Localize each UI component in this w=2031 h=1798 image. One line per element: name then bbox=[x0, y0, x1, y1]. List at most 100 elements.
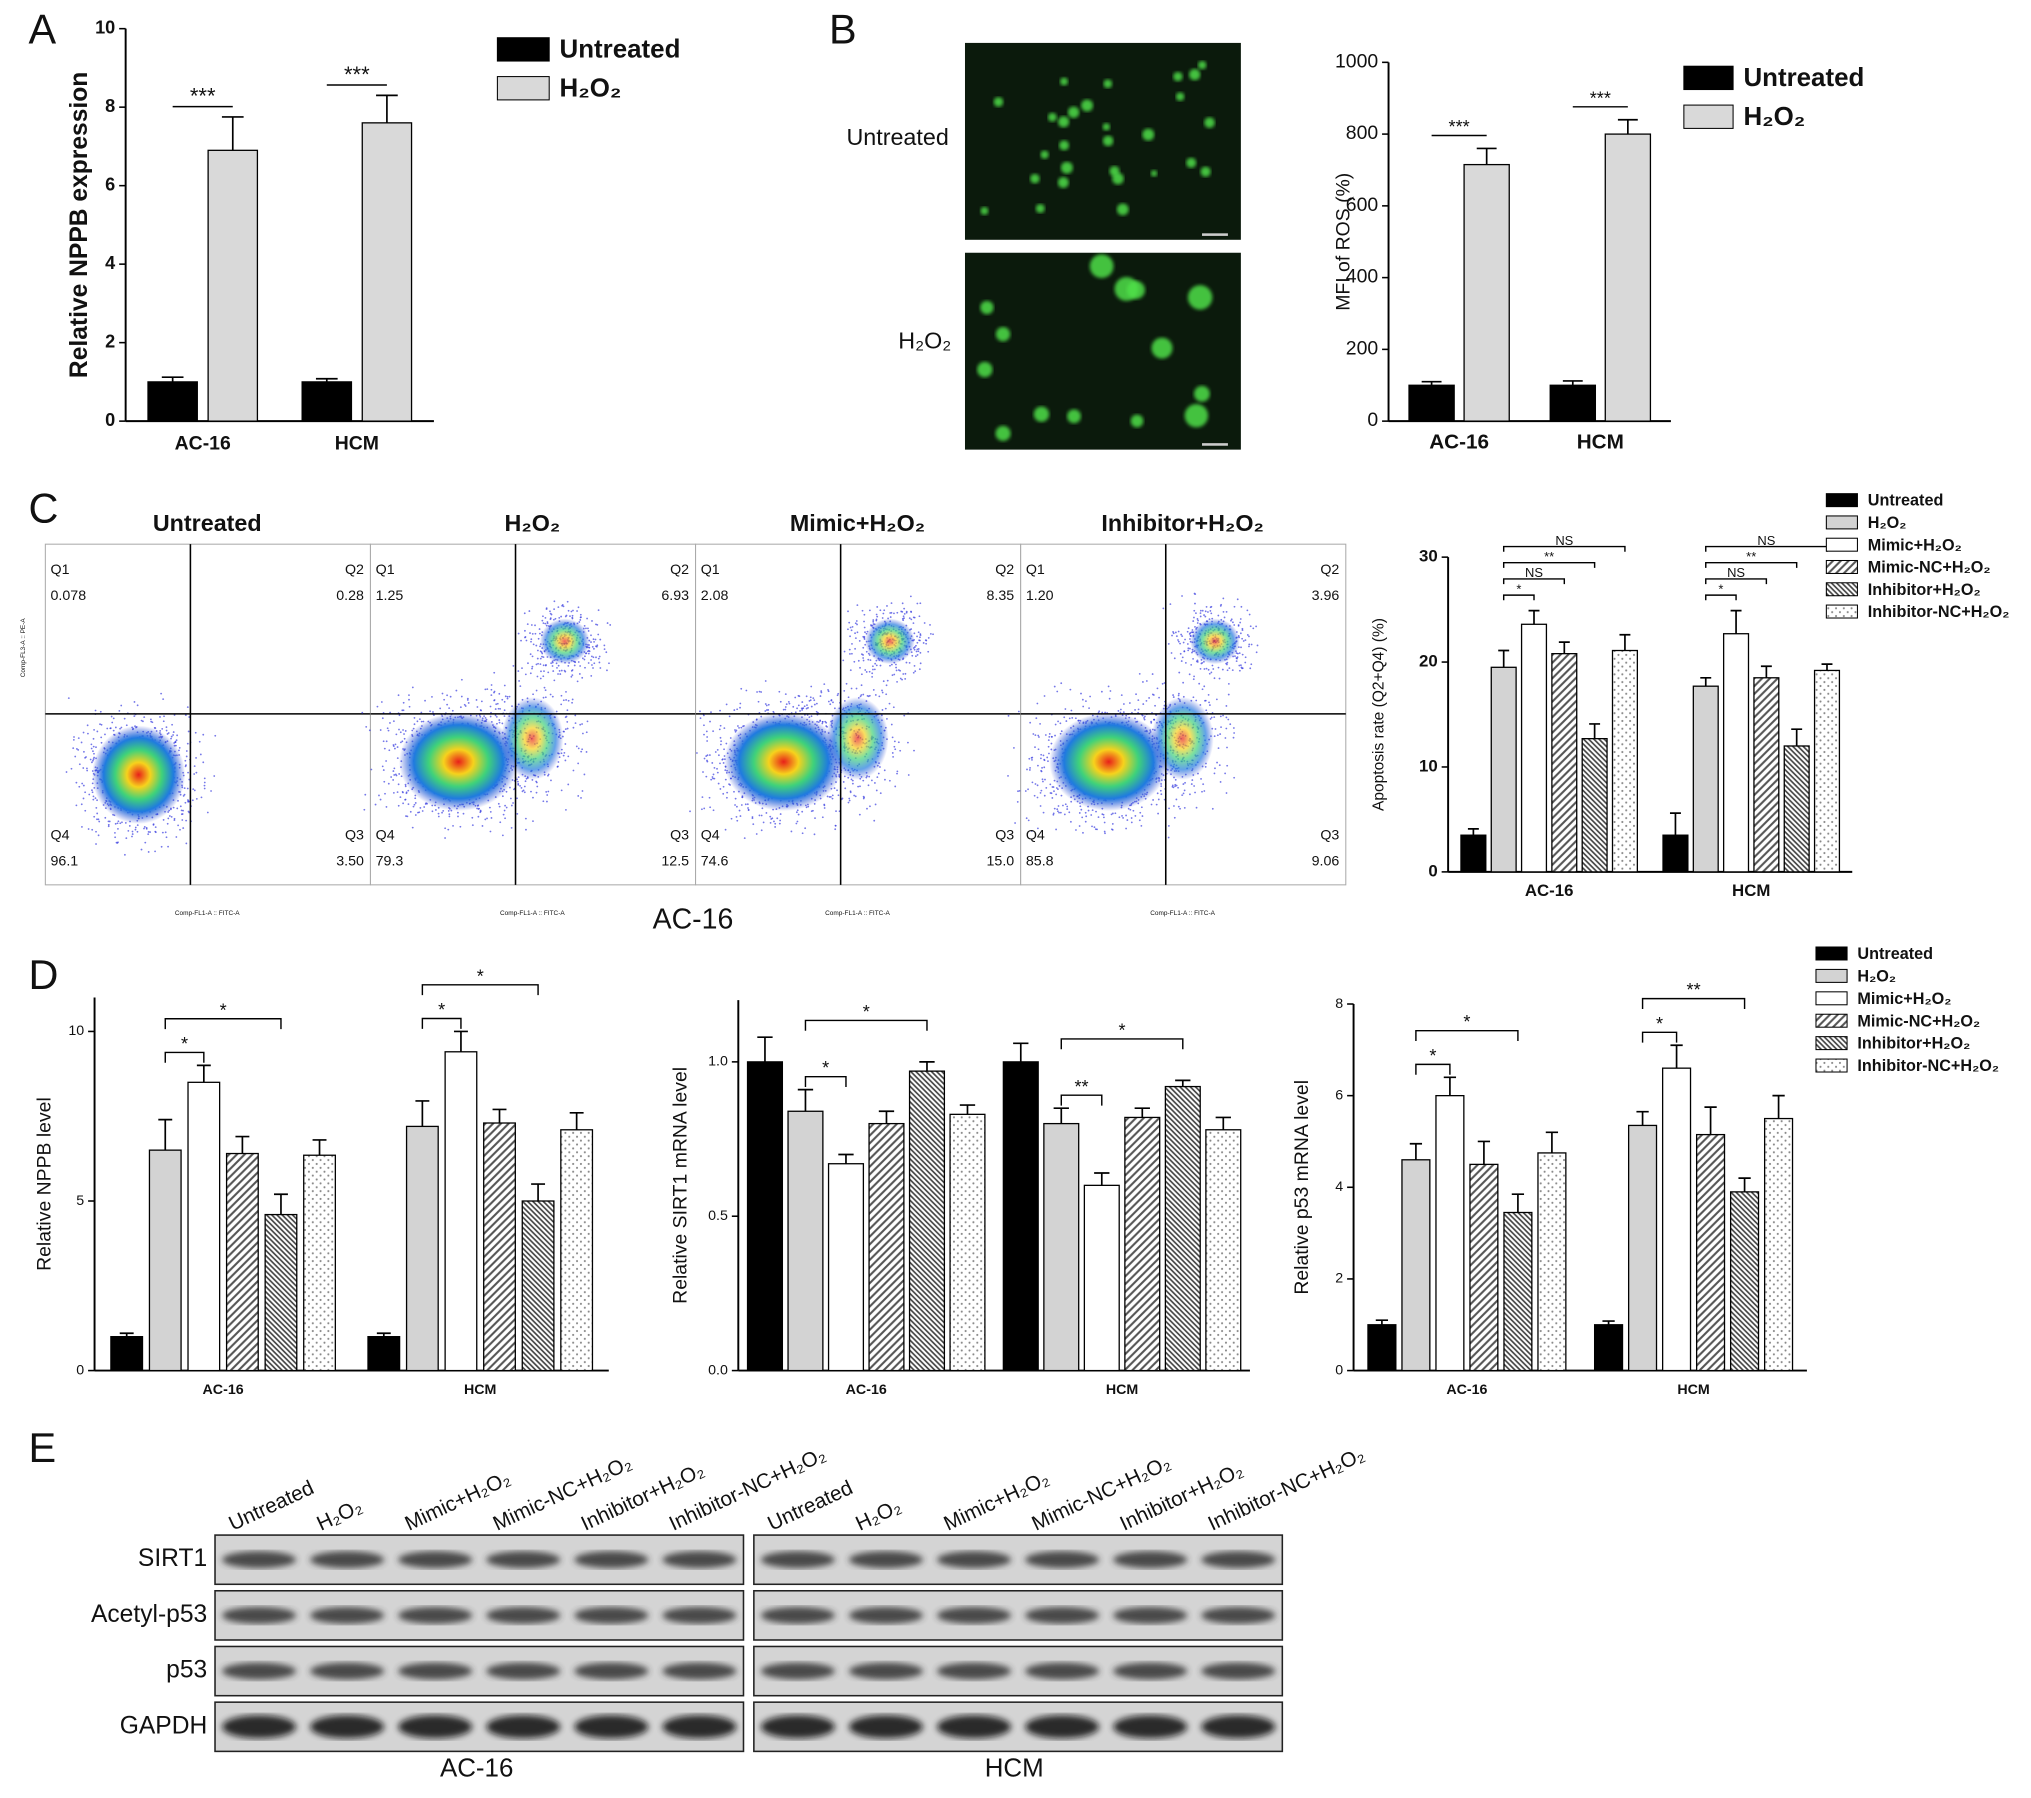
flow-event bbox=[96, 731, 98, 733]
flow-event bbox=[716, 768, 718, 770]
flow-event bbox=[386, 806, 388, 808]
flow-event bbox=[537, 658, 539, 660]
error-bar bbox=[1376, 1320, 1388, 1325]
flow-event bbox=[599, 656, 601, 658]
flow-event bbox=[1064, 814, 1066, 816]
error-bar bbox=[1772, 1096, 1784, 1119]
flow-event bbox=[88, 794, 90, 796]
flow-event bbox=[561, 670, 563, 672]
flow-event bbox=[710, 711, 712, 713]
flow-event bbox=[1173, 805, 1175, 807]
flow-event bbox=[557, 673, 559, 675]
flow-event bbox=[593, 662, 595, 664]
flow-event bbox=[570, 676, 572, 678]
flow-event bbox=[584, 667, 586, 669]
flow-event bbox=[858, 660, 860, 662]
bar bbox=[1754, 678, 1779, 872]
flow-event bbox=[863, 660, 865, 662]
flow-event bbox=[380, 799, 382, 801]
flow-event bbox=[884, 769, 886, 771]
flow-event bbox=[1184, 790, 1186, 792]
flow-event bbox=[392, 779, 394, 781]
flow-event bbox=[918, 631, 920, 633]
flow-event bbox=[424, 700, 426, 702]
flow-event bbox=[1177, 787, 1179, 789]
flow-event bbox=[748, 809, 750, 811]
error-bar bbox=[274, 1194, 288, 1214]
flow-event bbox=[385, 760, 387, 762]
flow-event bbox=[1142, 703, 1144, 705]
flow-event bbox=[149, 831, 151, 833]
flow-event bbox=[204, 785, 206, 787]
legend-swatch bbox=[1826, 538, 1857, 551]
flow-event bbox=[851, 653, 853, 655]
flow-event bbox=[876, 776, 878, 778]
error-bar bbox=[1054, 1108, 1069, 1123]
cell bbox=[1058, 116, 1069, 127]
flow-event bbox=[182, 813, 184, 815]
flow-event bbox=[84, 810, 86, 812]
flow-event bbox=[113, 717, 115, 719]
cell bbox=[1194, 386, 1210, 402]
flow-event bbox=[914, 665, 916, 667]
flow-event bbox=[78, 786, 80, 788]
flow-event bbox=[783, 709, 785, 711]
flow-event bbox=[870, 659, 872, 661]
quadrant-value: 0.078 bbox=[51, 588, 87, 604]
flow-event bbox=[812, 810, 814, 812]
flow-event bbox=[210, 790, 212, 792]
flow-event bbox=[1134, 709, 1136, 711]
flow-event bbox=[763, 822, 765, 824]
flow-event bbox=[1066, 808, 1068, 810]
flow-event bbox=[369, 729, 371, 731]
flow-event bbox=[531, 666, 533, 668]
bar bbox=[1003, 1062, 1038, 1371]
flow-event bbox=[406, 815, 408, 817]
error-bar bbox=[1761, 666, 1772, 678]
flow-event bbox=[714, 767, 716, 769]
flow-event bbox=[565, 809, 567, 811]
flow-event bbox=[898, 741, 900, 743]
flow-event bbox=[864, 636, 866, 638]
flow-event bbox=[580, 617, 582, 619]
flow-event bbox=[531, 668, 533, 670]
flow-title: H₂O₂ bbox=[505, 510, 561, 536]
flow-event bbox=[155, 826, 157, 828]
flow-event bbox=[1055, 829, 1057, 831]
flow-event bbox=[886, 605, 888, 607]
flow-event bbox=[883, 609, 885, 611]
flow-event bbox=[916, 603, 918, 605]
flow-event bbox=[499, 806, 501, 808]
flow-event bbox=[406, 791, 408, 793]
bar bbox=[302, 382, 351, 421]
flow-event bbox=[867, 695, 869, 697]
flow-event bbox=[919, 668, 921, 670]
flow-event bbox=[588, 653, 590, 655]
bar bbox=[1697, 1135, 1725, 1371]
flow-event bbox=[811, 715, 813, 717]
flow-event bbox=[507, 696, 509, 698]
flow-event bbox=[120, 705, 122, 707]
flow-event bbox=[480, 709, 482, 711]
error-bar bbox=[1529, 611, 1540, 625]
flow-event bbox=[377, 706, 379, 708]
flow-event bbox=[207, 812, 209, 814]
flow-event bbox=[509, 696, 511, 698]
flow-event bbox=[447, 829, 449, 831]
flow-event bbox=[388, 730, 390, 732]
flow-event bbox=[382, 717, 384, 719]
flow-event bbox=[410, 811, 412, 813]
flow-event bbox=[541, 620, 543, 622]
flow-event bbox=[565, 699, 567, 701]
flow-event bbox=[903, 617, 905, 619]
flow-event bbox=[889, 665, 891, 667]
flow-event bbox=[388, 749, 390, 751]
flow-event bbox=[452, 825, 454, 827]
flow-event bbox=[422, 810, 424, 812]
flow-event bbox=[432, 810, 434, 812]
flow-event bbox=[862, 657, 864, 659]
flow-event bbox=[889, 780, 891, 782]
flow-event bbox=[894, 748, 896, 750]
legend-label: H₂O₂ bbox=[1743, 103, 1805, 131]
flow-event bbox=[504, 817, 506, 819]
